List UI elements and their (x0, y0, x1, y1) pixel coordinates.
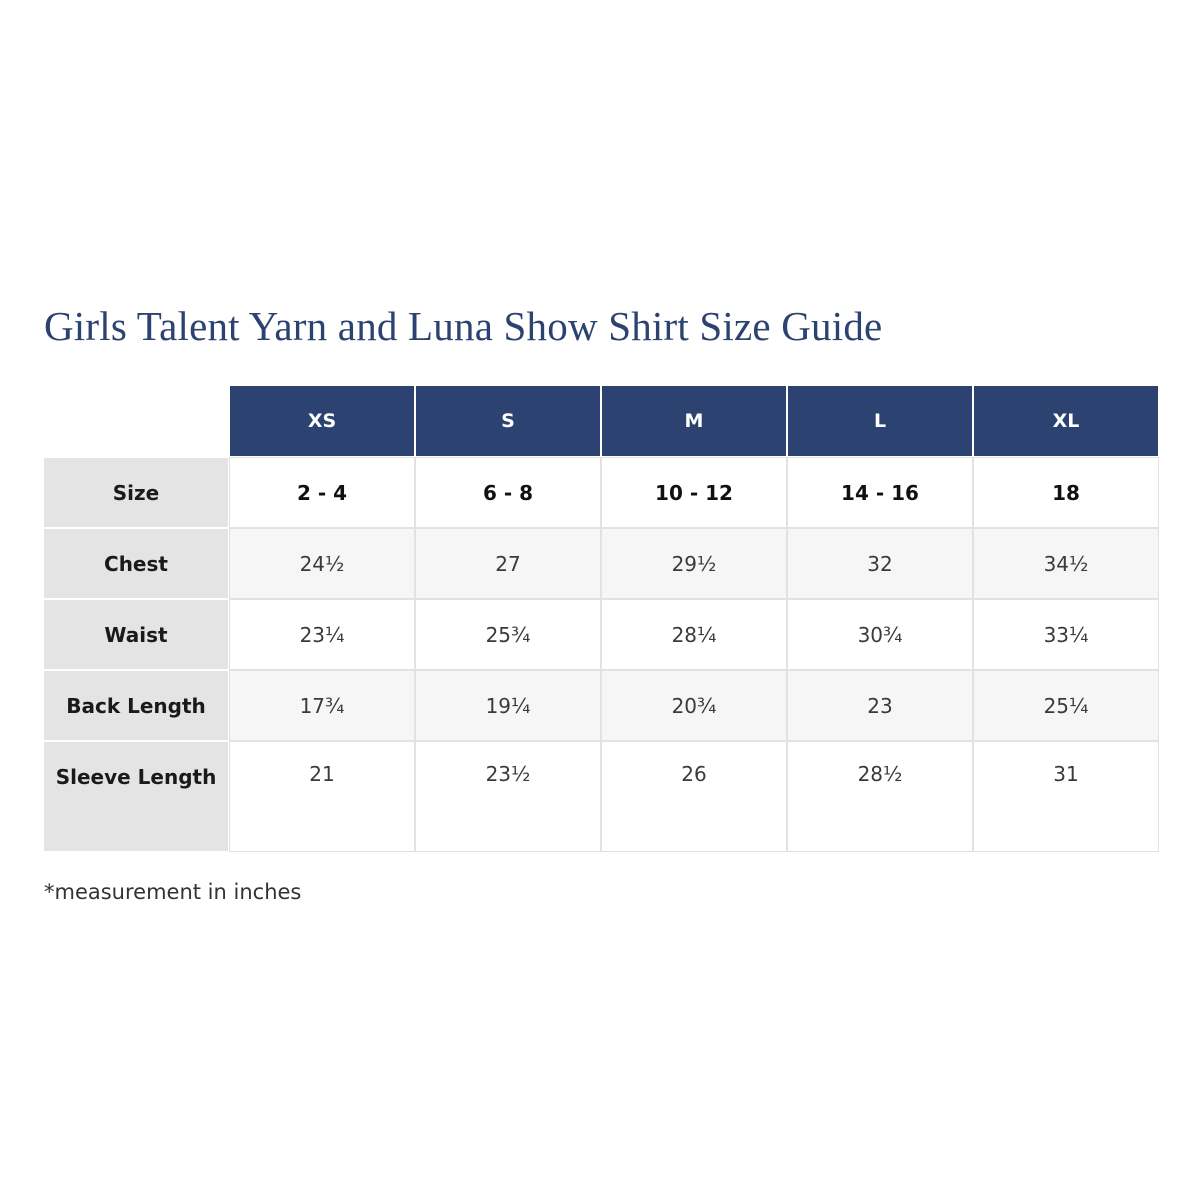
table-cell: 23 (788, 671, 972, 740)
table-cell: 30¾ (788, 600, 972, 669)
table-cell: 2 - 4 (230, 458, 414, 527)
table-cell: 20¾ (602, 671, 786, 740)
table-cell: 14 - 16 (788, 458, 972, 527)
table-row-back-length: Back Length 17¾ 19¼ 20¾ 23 25¼ (44, 671, 1158, 740)
measurement-footnote: *measurement in inches (44, 880, 302, 904)
table-cell: 19¼ (416, 671, 600, 740)
table-cell: 25¾ (416, 600, 600, 669)
table-cell: 33¼ (974, 600, 1158, 669)
column-header-m: M (602, 386, 786, 456)
table-cell: 26 (602, 742, 786, 851)
table-cell: 29½ (602, 529, 786, 598)
table-row-sleeve-length: Sleeve Length 21 23½ 26 28½ 31 (44, 742, 1158, 851)
table-cell: 24½ (230, 529, 414, 598)
table-cell: 27 (416, 529, 600, 598)
column-header-s: S (416, 386, 600, 456)
table-cell: 31 (974, 742, 1158, 851)
row-label-chest: Chest (44, 529, 228, 598)
row-label-waist: Waist (44, 600, 228, 669)
column-header-xs: XS (230, 386, 414, 456)
table-cell: 28¼ (602, 600, 786, 669)
table-row-waist: Waist 23¼ 25¾ 28¼ 30¾ 33¼ (44, 600, 1158, 669)
table-cell: 18 (974, 458, 1158, 527)
table-header-row: XS S M L XL (44, 386, 1158, 456)
table-cell: 17¾ (230, 671, 414, 740)
size-guide-table: XS S M L XL Size 2 - 4 6 - 8 10 - 12 14 … (42, 384, 1160, 853)
table-cell: 28½ (788, 742, 972, 851)
table-corner-cell (44, 386, 228, 456)
table-cell: 6 - 8 (416, 458, 600, 527)
page-title: Girls Talent Yarn and Luna Show Shirt Si… (44, 303, 883, 349)
table-row-size: Size 2 - 4 6 - 8 10 - 12 14 - 16 18 (44, 458, 1158, 527)
row-label-sleeve-length: Sleeve Length (44, 742, 228, 851)
table-row-chest: Chest 24½ 27 29½ 32 34½ (44, 529, 1158, 598)
table-cell: 34½ (974, 529, 1158, 598)
table-cell: 23¼ (230, 600, 414, 669)
column-header-xl: XL (974, 386, 1158, 456)
column-header-l: L (788, 386, 972, 456)
table-cell: 25¼ (974, 671, 1158, 740)
table-cell: 23½ (416, 742, 600, 851)
row-label-back-length: Back Length (44, 671, 228, 740)
table-cell: 10 - 12 (602, 458, 786, 527)
row-label-size: Size (44, 458, 228, 527)
table-cell: 21 (230, 742, 414, 851)
table-cell: 32 (788, 529, 972, 598)
